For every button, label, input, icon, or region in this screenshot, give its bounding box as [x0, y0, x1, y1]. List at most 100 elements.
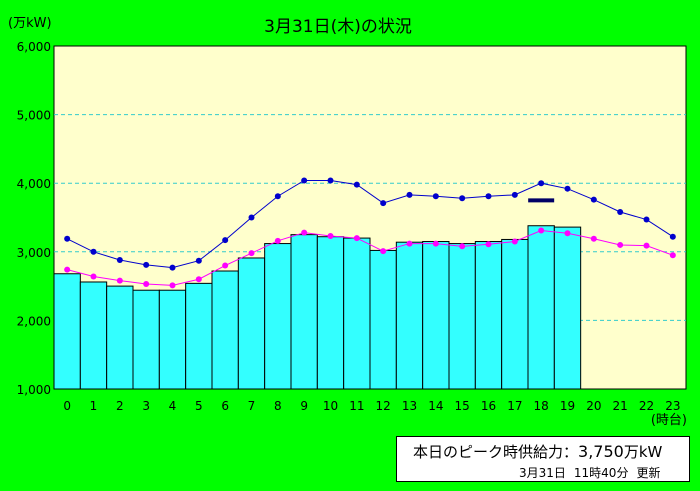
x-tick-label: 18	[534, 399, 549, 413]
peak-unit: 万kW	[623, 443, 663, 461]
series-point-1	[301, 177, 308, 184]
x-tick-label: 0	[63, 399, 71, 413]
x-tick-label: 15	[455, 399, 470, 413]
demand-bar	[132, 289, 160, 390]
series-point-1	[64, 235, 71, 242]
series-point-2	[459, 243, 466, 250]
series-point-1	[90, 248, 97, 255]
x-tick-label: 3	[142, 399, 150, 413]
x-tick-label: 13	[402, 399, 417, 413]
demand-bar	[211, 270, 239, 390]
demand-bar	[185, 282, 213, 390]
series-point-2	[485, 241, 492, 248]
demand-bar	[53, 273, 81, 390]
series-point-2	[669, 252, 676, 259]
series-point-2	[143, 281, 150, 288]
y-tick-labels: 1,000 2,000 3,000 4,000 5,000 6,000	[17, 40, 51, 397]
series-point-1	[327, 177, 334, 184]
series-point-2	[274, 237, 281, 244]
series-point-2	[564, 230, 571, 237]
series-point-2	[222, 262, 229, 269]
x-unit-label: (時台)	[651, 413, 687, 428]
series-point-1	[538, 180, 545, 187]
demand-bar	[237, 257, 266, 390]
series-point-2	[643, 242, 650, 249]
series-line-1	[66, 179, 674, 269]
demand-bar	[395, 241, 424, 390]
chart-title: 3月31日(木)の状況	[264, 17, 412, 37]
series-point-2	[353, 235, 360, 242]
peak-value: 3,750	[578, 442, 624, 461]
demand-bar	[553, 226, 582, 390]
series-point-1	[116, 257, 123, 264]
series-point-2	[617, 241, 624, 248]
update-label: 更新	[636, 466, 661, 480]
series-point-2	[432, 240, 439, 247]
demand-bar	[79, 281, 108, 390]
x-tick-label: 12	[376, 399, 391, 413]
update-date: 3月31日	[519, 466, 566, 480]
series-point-2	[327, 233, 334, 240]
demand-bar	[422, 241, 450, 390]
x-tick-label: 19	[560, 399, 575, 413]
x-tick-label: 8	[274, 399, 282, 413]
update-time: 3月31日 11時40分 更新	[519, 464, 668, 481]
series-point-2	[169, 282, 176, 289]
y-tick-label: 1,000	[17, 383, 51, 397]
x-tick-label: 5	[195, 399, 203, 413]
x-tick-label: 20	[586, 399, 601, 413]
peak-supply: 本日のピーク時供給力：3,750万kW	[413, 441, 662, 462]
update-clock: 11時40分	[573, 466, 629, 480]
y-tick-label: 6,000	[17, 40, 51, 54]
x-tick-label: 10	[323, 399, 338, 413]
x-tick-label: 16	[481, 399, 496, 413]
series-point-1	[590, 196, 597, 203]
series-point-1	[143, 261, 150, 268]
x-tick-label: 9	[300, 399, 308, 413]
series-point-1	[669, 233, 676, 240]
series-point-2	[406, 240, 413, 247]
demand-bar	[343, 237, 371, 390]
series-point-1	[195, 257, 202, 264]
demand-bar	[501, 238, 529, 390]
x-tick-label: 1	[90, 399, 98, 413]
series-point-2	[511, 238, 518, 245]
demand-bars	[53, 225, 582, 390]
series-point-2	[195, 276, 202, 283]
x-tick-labels: 0 1 2 3 4 5 6 7 8 9 10 11 12 13 14 15 16 17 18 19 20 21 22 23	[63, 399, 680, 413]
x-tick-label: 14	[428, 399, 443, 413]
demand-bar	[448, 243, 476, 390]
demand-bar	[106, 285, 134, 390]
series-point-1	[564, 185, 571, 192]
series-point-1	[248, 214, 255, 221]
demand-bar	[474, 241, 503, 390]
series-point-2	[380, 248, 387, 255]
x-tick-label: 7	[248, 399, 256, 413]
demand-bar	[527, 225, 555, 390]
demand-bar	[369, 249, 397, 390]
x-tick-label: 2	[116, 399, 124, 413]
series-point-2	[90, 273, 97, 280]
series-point-2	[64, 266, 71, 273]
series-line-2	[67, 230, 674, 286]
series-point-1	[485, 193, 492, 200]
x-tick-label: 23	[665, 399, 680, 413]
series-point-1	[432, 193, 439, 200]
x-tick-label: 6	[221, 399, 229, 413]
series-point-1	[353, 181, 360, 188]
y-tick-label: 4,000	[17, 177, 51, 191]
series-point-1	[274, 193, 281, 200]
demand-bar	[264, 243, 292, 390]
x-tick-label: 4	[169, 399, 177, 413]
series-point-1	[511, 191, 518, 198]
y-tick-label: 3,000	[17, 246, 51, 260]
series-point-1	[380, 200, 387, 207]
series-lines	[64, 177, 676, 289]
x-tick-label: 22	[639, 399, 654, 413]
series-point-1	[222, 237, 229, 244]
y-unit-label: (万kW)	[8, 16, 52, 31]
x-tick-label: 21	[613, 399, 628, 413]
series-point-2	[116, 277, 123, 284]
series-point-2	[301, 229, 308, 236]
